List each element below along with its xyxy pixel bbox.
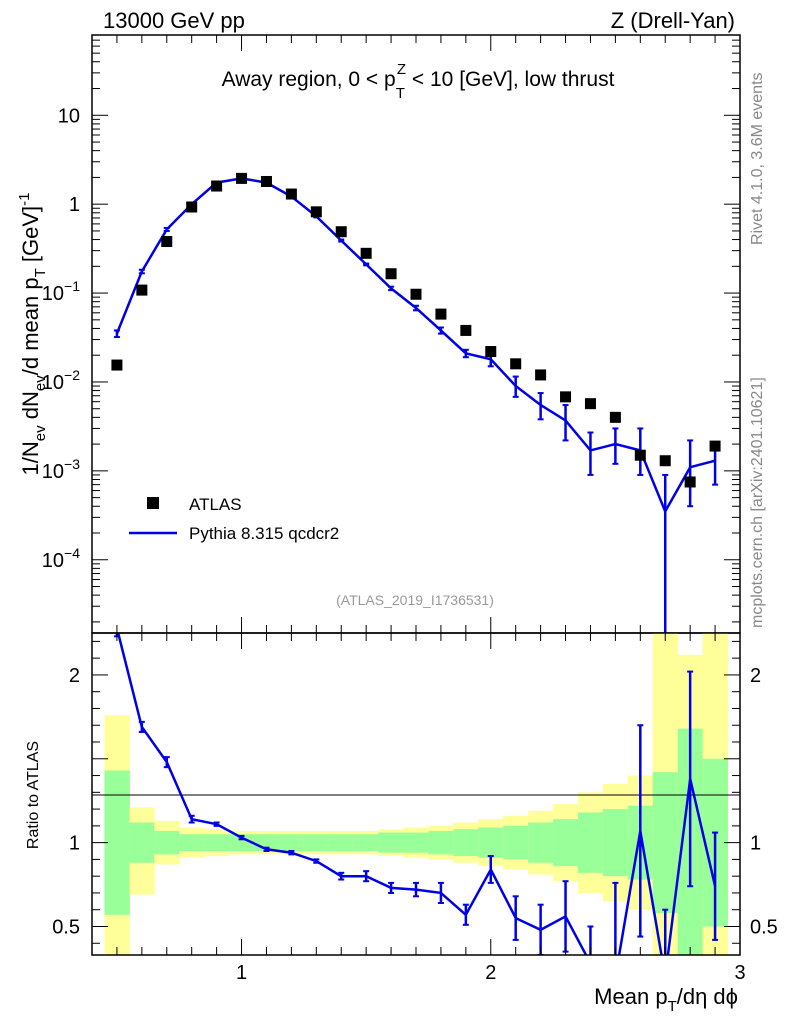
y-tick-label: 10−1 bbox=[42, 278, 80, 305]
ratio-band-inner bbox=[378, 832, 405, 853]
mc-line bbox=[115, 177, 716, 515]
data-point bbox=[485, 346, 497, 358]
ratio-band-inner bbox=[403, 832, 429, 853]
main-y-ticks: 10 1 10−1 10−2 10−3 10−4 bbox=[42, 34, 740, 623]
ratio-band-inner bbox=[229, 834, 255, 852]
data-point bbox=[186, 201, 198, 213]
data-point bbox=[310, 206, 322, 218]
ratio-band-inner bbox=[204, 834, 230, 852]
data-point bbox=[335, 226, 347, 238]
ratio-band-inner bbox=[428, 830, 454, 855]
data-point bbox=[535, 369, 547, 381]
data-point bbox=[360, 247, 372, 259]
ratio-uncertainty-bands bbox=[104, 633, 729, 955]
x-tick-label: 2 bbox=[485, 962, 496, 984]
main-plot-frame bbox=[91, 34, 741, 634]
data-point bbox=[260, 175, 272, 187]
ratio-band-inner bbox=[328, 834, 355, 852]
legend-data-marker bbox=[147, 497, 159, 509]
data-point bbox=[385, 268, 397, 280]
main-x-ticks bbox=[91, 35, 741, 633]
analysis-watermark: (ATLAS_2019_I1736531) bbox=[336, 592, 494, 608]
x-tick-label: 1 bbox=[236, 962, 247, 984]
ratio-band-inner bbox=[478, 827, 504, 858]
ratio-y-tick-label: 1 bbox=[69, 833, 80, 855]
plot-title: Away region, 0 < pTZ < 10 [GeV], low thr… bbox=[222, 61, 615, 102]
y-tick-label: 1 bbox=[69, 194, 80, 216]
ratio-band-inner bbox=[652, 772, 679, 914]
mcplots-reference: mcplots.cern.ch [arXiv:2401.10621] bbox=[749, 377, 766, 628]
y-tick-label: 10−2 bbox=[42, 367, 80, 394]
ratio-y-axis-label: Ratio to ATLAS bbox=[25, 741, 42, 849]
data-point bbox=[435, 308, 447, 320]
main-y-axis-label: 1/Nev dNev/d mean pT [GeV]-1 bbox=[16, 193, 49, 476]
y-tick-label: 10−3 bbox=[42, 456, 80, 483]
data-point bbox=[410, 288, 422, 300]
data-point bbox=[609, 411, 621, 423]
legend-data-label: ATLAS bbox=[189, 495, 242, 514]
ratio-band-inner bbox=[179, 834, 205, 852]
data-point bbox=[510, 358, 522, 370]
data-point bbox=[659, 455, 671, 467]
data-point bbox=[584, 398, 596, 410]
ratio-band-inner bbox=[278, 834, 305, 852]
data-point bbox=[211, 180, 223, 192]
ratio-y-tick-label: 2 bbox=[69, 665, 80, 687]
ratio-x-ticks: 1 2 3 bbox=[91, 633, 746, 984]
ratio-band-inner bbox=[578, 812, 604, 873]
data-point bbox=[634, 449, 646, 461]
ratio-y-tick-label-right: 1 bbox=[750, 833, 761, 855]
y-tick-label: 10 bbox=[58, 105, 80, 127]
ratio-mc-series bbox=[113, 633, 719, 955]
data-point bbox=[285, 188, 297, 200]
ratio-band-inner bbox=[303, 834, 330, 852]
data-point bbox=[560, 391, 572, 403]
ratio-band-inner bbox=[353, 834, 380, 852]
ratio-y-tick-label-right: 0.5 bbox=[750, 916, 778, 938]
header-right: Z (Drell-Yan) bbox=[611, 8, 735, 33]
header-left: 13000 GeV pp bbox=[103, 8, 245, 33]
rivet-info: Rivet 4.1.0, 3.6M events bbox=[749, 72, 766, 245]
data-point bbox=[111, 359, 123, 371]
data-point bbox=[236, 172, 248, 184]
ratio-y-tick-label: 0.5 bbox=[52, 916, 80, 938]
data-point bbox=[684, 476, 696, 488]
data-point bbox=[161, 236, 173, 248]
data-point bbox=[136, 284, 148, 296]
ratio-band-inner bbox=[453, 829, 479, 857]
ratio-band-inner bbox=[104, 770, 130, 915]
ratio-band-inner bbox=[503, 825, 529, 860]
x-tick-label: 3 bbox=[734, 962, 745, 984]
ratio-band-inner bbox=[602, 809, 629, 877]
data-point bbox=[460, 324, 472, 336]
ratio-y-ticks: 2 2 1 1 0.5 0.5 bbox=[52, 640, 778, 944]
data-point bbox=[709, 440, 721, 452]
legend-mc-label: Pythia 8.315 qcdcr2 bbox=[189, 524, 339, 543]
y-tick-label: 10−4 bbox=[42, 545, 80, 572]
ratio-band-inner bbox=[528, 822, 554, 863]
x-axis-label: Mean pT/dη dϕ bbox=[594, 984, 738, 1015]
ratio-band-inner bbox=[129, 822, 155, 863]
ratio-band-inner bbox=[154, 830, 180, 855]
ratio-band-inner bbox=[553, 819, 579, 867]
ratio-y-tick-label-right: 2 bbox=[750, 665, 761, 687]
data-series-main bbox=[111, 172, 721, 488]
mc-series-main bbox=[113, 176, 719, 633]
